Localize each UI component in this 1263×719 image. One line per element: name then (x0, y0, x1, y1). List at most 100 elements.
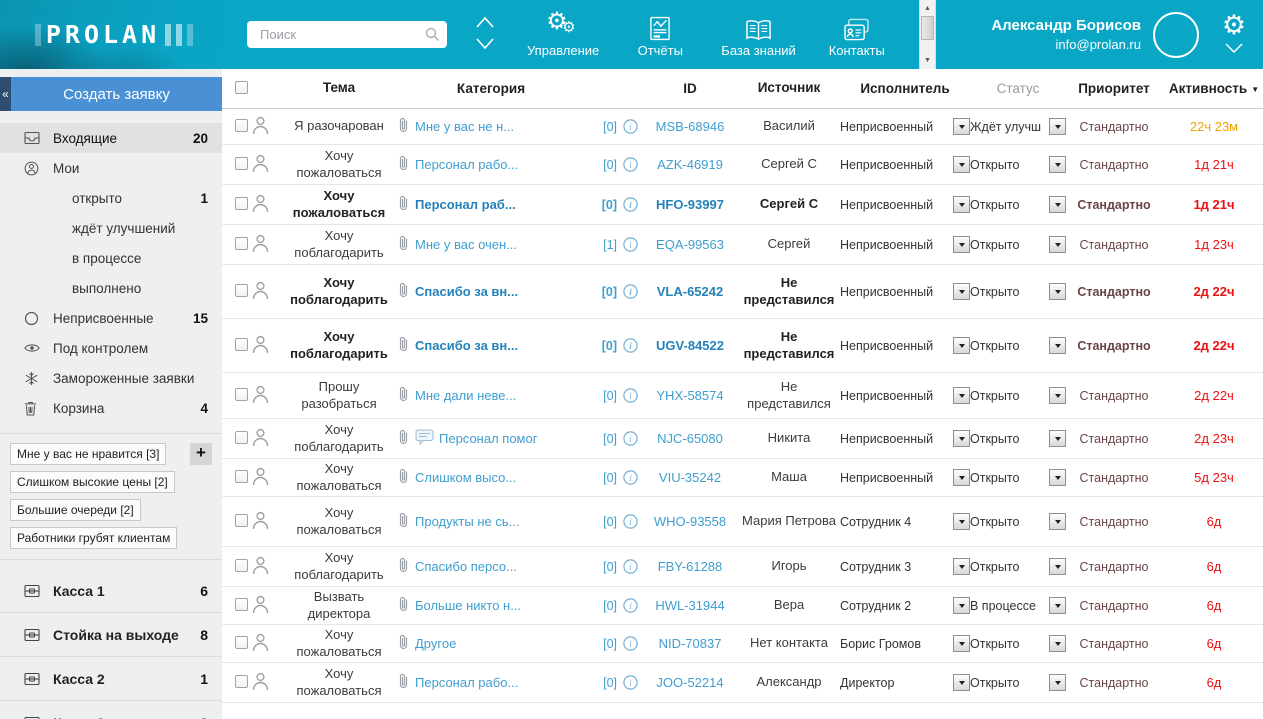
queue-Стойка на выходе[interactable]: Стойка на выходе 8 (0, 613, 222, 657)
info-icon[interactable]: i (623, 559, 638, 574)
assignee-dropdown-button[interactable] (953, 513, 970, 530)
assignee-dropdown-button[interactable] (953, 387, 970, 404)
tag-filter[interactable]: Большие очереди [2] (10, 499, 141, 521)
status-dropdown-button[interactable] (1049, 196, 1066, 213)
status-dropdown-button[interactable] (1049, 283, 1066, 300)
sidebar-collapse-button[interactable]: « (0, 77, 11, 111)
row-checkbox[interactable] (235, 196, 248, 210)
row-checkbox[interactable] (235, 558, 248, 572)
info-icon[interactable]: i (623, 470, 638, 485)
scrollbar-thumb[interactable] (921, 16, 934, 40)
status-dropdown-button[interactable] (1049, 118, 1066, 135)
ticket-category-link[interactable]: Персонал помог (439, 431, 538, 446)
status-dropdown-button[interactable] (1049, 156, 1066, 173)
info-icon[interactable]: i (623, 157, 638, 172)
info-icon[interactable]: i (623, 388, 638, 403)
info-icon[interactable]: i (623, 119, 638, 134)
queue-Касса 1[interactable]: Касса 1 6 (0, 569, 222, 613)
create-ticket-button[interactable]: Создать заявку (11, 77, 222, 111)
add-tag-button[interactable]: + (190, 443, 212, 465)
info-icon[interactable]: i (623, 675, 638, 690)
status-dropdown-button[interactable] (1049, 236, 1066, 253)
nav-item-book[interactable]: База знаний (721, 11, 796, 58)
info-icon[interactable]: i (623, 338, 638, 353)
ticket-id-link[interactable]: JOO-52214 (656, 675, 724, 690)
avatar[interactable] (1153, 11, 1199, 58)
column-header-assignee[interactable]: Исполнитель (860, 81, 950, 96)
select-all-checkbox[interactable] (235, 80, 248, 94)
assignee-dropdown-button[interactable] (953, 118, 970, 135)
tag-filter[interactable]: Работники грубят клиентам (10, 527, 178, 549)
assignee-dropdown-button[interactable] (953, 674, 970, 691)
ticket-category-link[interactable]: Другое (415, 636, 457, 651)
tag-filter[interactable]: Мне у вас не нравится [3] (10, 443, 167, 465)
ticket-category-link[interactable]: Спасибо за вн... (415, 338, 519, 353)
ticket-id-link[interactable]: VIU-35242 (658, 470, 722, 485)
ticket-category-link[interactable]: Продукты не сь... (415, 514, 520, 529)
scrollbar-down-arrow[interactable]: ▼ (924, 57, 931, 64)
info-icon[interactable]: i (623, 431, 638, 446)
row-checkbox[interactable] (235, 156, 248, 170)
assignee-dropdown-button[interactable] (953, 469, 970, 486)
ticket-category-link[interactable]: Слишком высо... (415, 470, 517, 485)
queue-Касса 3[interactable]: Касса 3 2 (0, 701, 222, 719)
ticket-id-link[interactable]: MSB-68946 (655, 119, 725, 134)
sidebar-item-Корзина[interactable]: Корзина 4 (0, 393, 222, 423)
sidebar-item-Замороженные заявки[interactable]: Замороженные заявки (0, 363, 222, 393)
info-icon[interactable]: i (623, 598, 638, 613)
ticket-id-link[interactable]: VLA-65242 (656, 284, 724, 299)
column-header-status[interactable]: Статус (996, 81, 1040, 96)
status-dropdown-button[interactable] (1049, 597, 1066, 614)
scrollbar-up-arrow[interactable]: ▲ (924, 5, 931, 12)
status-dropdown-button[interactable] (1049, 635, 1066, 652)
chevron-down-icon[interactable] (475, 37, 495, 55)
assignee-dropdown-button[interactable] (953, 635, 970, 652)
row-checkbox[interactable] (235, 597, 248, 611)
row-checkbox[interactable] (235, 337, 248, 351)
nav-item-gears[interactable]: ⚙ ⚙ Управление (527, 8, 600, 58)
assignee-dropdown-button[interactable] (953, 558, 970, 575)
assignee-dropdown-button[interactable] (953, 430, 970, 447)
info-icon[interactable]: i (623, 197, 638, 212)
sidebar-item-Неприсвоенные[interactable]: Неприсвоенные 15 (0, 303, 222, 333)
column-header-priority[interactable]: Приоритет (1078, 81, 1150, 96)
scroll-up-down-control[interactable] (475, 15, 495, 55)
ticket-category-link[interactable]: Мне у вас не н... (415, 119, 515, 134)
assignee-dropdown-button[interactable] (953, 337, 970, 354)
status-dropdown-button[interactable] (1049, 430, 1066, 447)
sidebar-item-в процессе[interactable]: в процессе (72, 250, 142, 266)
column-header-source[interactable]: Источник (757, 80, 821, 96)
sidebar-item-Под контролем[interactable]: Под контролем (0, 333, 222, 363)
row-checkbox[interactable] (235, 469, 248, 483)
header-vertical-scrollbar[interactable]: ▲ ▼ (919, 0, 936, 69)
column-header-theme[interactable]: Тема (322, 80, 356, 96)
column-header-id[interactable]: ID (683, 81, 697, 96)
status-dropdown-button[interactable] (1049, 337, 1066, 354)
assignee-dropdown-button[interactable] (953, 236, 970, 253)
status-dropdown-button[interactable] (1049, 558, 1066, 575)
column-header-category[interactable]: Категория (456, 81, 526, 96)
ticket-category-link[interactable]: Мне у вас очен... (415, 237, 518, 252)
ticket-id-link[interactable]: NJC-65080 (657, 431, 723, 446)
ticket-category-link[interactable]: Больше никто н... (415, 598, 522, 613)
row-checkbox[interactable] (235, 283, 248, 297)
ticket-id-link[interactable]: UGV-84522 (656, 338, 724, 353)
settings-gear-icon[interactable]: ⚙ (1221, 9, 1247, 40)
ticket-id-link[interactable]: YHX-58574 (656, 388, 724, 403)
status-dropdown-button[interactable] (1049, 469, 1066, 486)
info-icon[interactable]: i (623, 284, 638, 299)
prolan-logo[interactable]: PROLAN (0, 0, 228, 69)
ticket-id-link[interactable]: EQA-99563 (656, 237, 724, 252)
tag-filter[interactable]: Слишком высокие цены [2] (10, 471, 175, 493)
sidebar-item-открыто[interactable]: открыто 1 (72, 190, 208, 206)
assignee-dropdown-button[interactable] (953, 196, 970, 213)
assignee-dropdown-button[interactable] (953, 597, 970, 614)
row-checkbox[interactable] (235, 236, 248, 250)
status-dropdown-button[interactable] (1049, 674, 1066, 691)
row-checkbox[interactable] (235, 635, 248, 649)
ticket-id-link[interactable]: NID-70837 (658, 636, 722, 651)
ticket-category-link[interactable]: Персонал рабо... (415, 675, 519, 690)
sidebar-item-выполнено[interactable]: выполнено (72, 280, 142, 296)
ticket-id-link[interactable]: WHO-93558 (653, 514, 727, 529)
chevron-up-icon[interactable] (475, 15, 495, 33)
